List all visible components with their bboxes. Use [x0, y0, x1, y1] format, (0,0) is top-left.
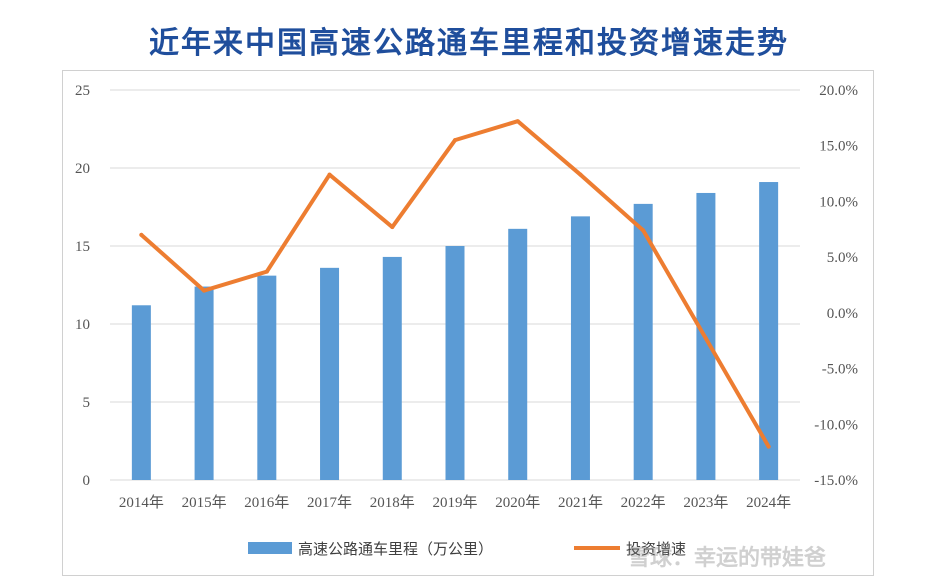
legend-label-line: 投资增速: [626, 540, 686, 558]
bar: [320, 267, 340, 480]
y-left-tick-label: 15: [75, 239, 90, 255]
bar: [131, 305, 151, 480]
y-left-tick-label: 20: [75, 161, 90, 177]
x-tick-label: 2024年: [746, 494, 791, 511]
x-tick-label: 2015年: [182, 494, 227, 511]
y-right-tick-label: 15.0%: [819, 139, 858, 155]
line-point: [515, 119, 520, 124]
line-point: [264, 269, 269, 274]
y-right-tick-label: -10.0%: [814, 417, 858, 433]
bar: [759, 182, 779, 481]
y-right-tick-label: 20.0%: [819, 83, 858, 99]
y-left-tick-label: 10: [75, 317, 90, 333]
y-right-tick-label: 5.0%: [827, 250, 858, 266]
line-point: [766, 444, 771, 449]
y-right-tick-label: -15.0%: [814, 473, 858, 489]
x-tick-label: 2020年: [495, 494, 540, 511]
line-point: [390, 225, 395, 230]
line-point: [453, 138, 457, 143]
x-tick-label: 2022年: [621, 494, 666, 511]
line-point: [641, 228, 646, 233]
bar: [194, 286, 214, 480]
bar: [508, 228, 528, 480]
legend-label-bar: 高速公路通车里程（万公里）: [298, 540, 493, 558]
x-tick-label: 2018年: [370, 494, 415, 511]
y-left-tick-label: 0: [83, 473, 91, 489]
watermark: 雪球：幸运的带娃爸: [628, 546, 827, 571]
bar: [633, 203, 653, 480]
y-right-tick-label: -5.0%: [822, 362, 858, 378]
chart-title: 近年来中国高速公路通车里程和投资增速走势: [149, 26, 789, 61]
line-point: [327, 172, 332, 177]
x-tick-label: 2014年: [119, 494, 164, 511]
x-tick-label: 2019年: [432, 494, 477, 511]
y-left-tick-label: 5: [83, 395, 91, 411]
line-point: [578, 172, 583, 177]
y-right-tick-label: 0.0%: [827, 306, 858, 322]
y-right-tick-label: 10.0%: [819, 194, 858, 210]
x-tick-label: 2023年: [683, 494, 728, 511]
legend-swatch-bar: [248, 542, 292, 554]
x-tick-label: 2021年: [558, 494, 603, 511]
bar: [570, 216, 590, 481]
chart-frame: [62, 70, 874, 576]
line-point: [202, 288, 207, 293]
x-tick-label: 2017年: [307, 494, 352, 511]
bar: [257, 275, 277, 480]
line-point: [139, 232, 144, 237]
bar: [382, 256, 402, 480]
x-tick-label: 2016年: [244, 494, 289, 511]
bar: [445, 246, 465, 480]
y-left-tick-label: 25: [75, 83, 90, 99]
line-point: [703, 336, 708, 341]
